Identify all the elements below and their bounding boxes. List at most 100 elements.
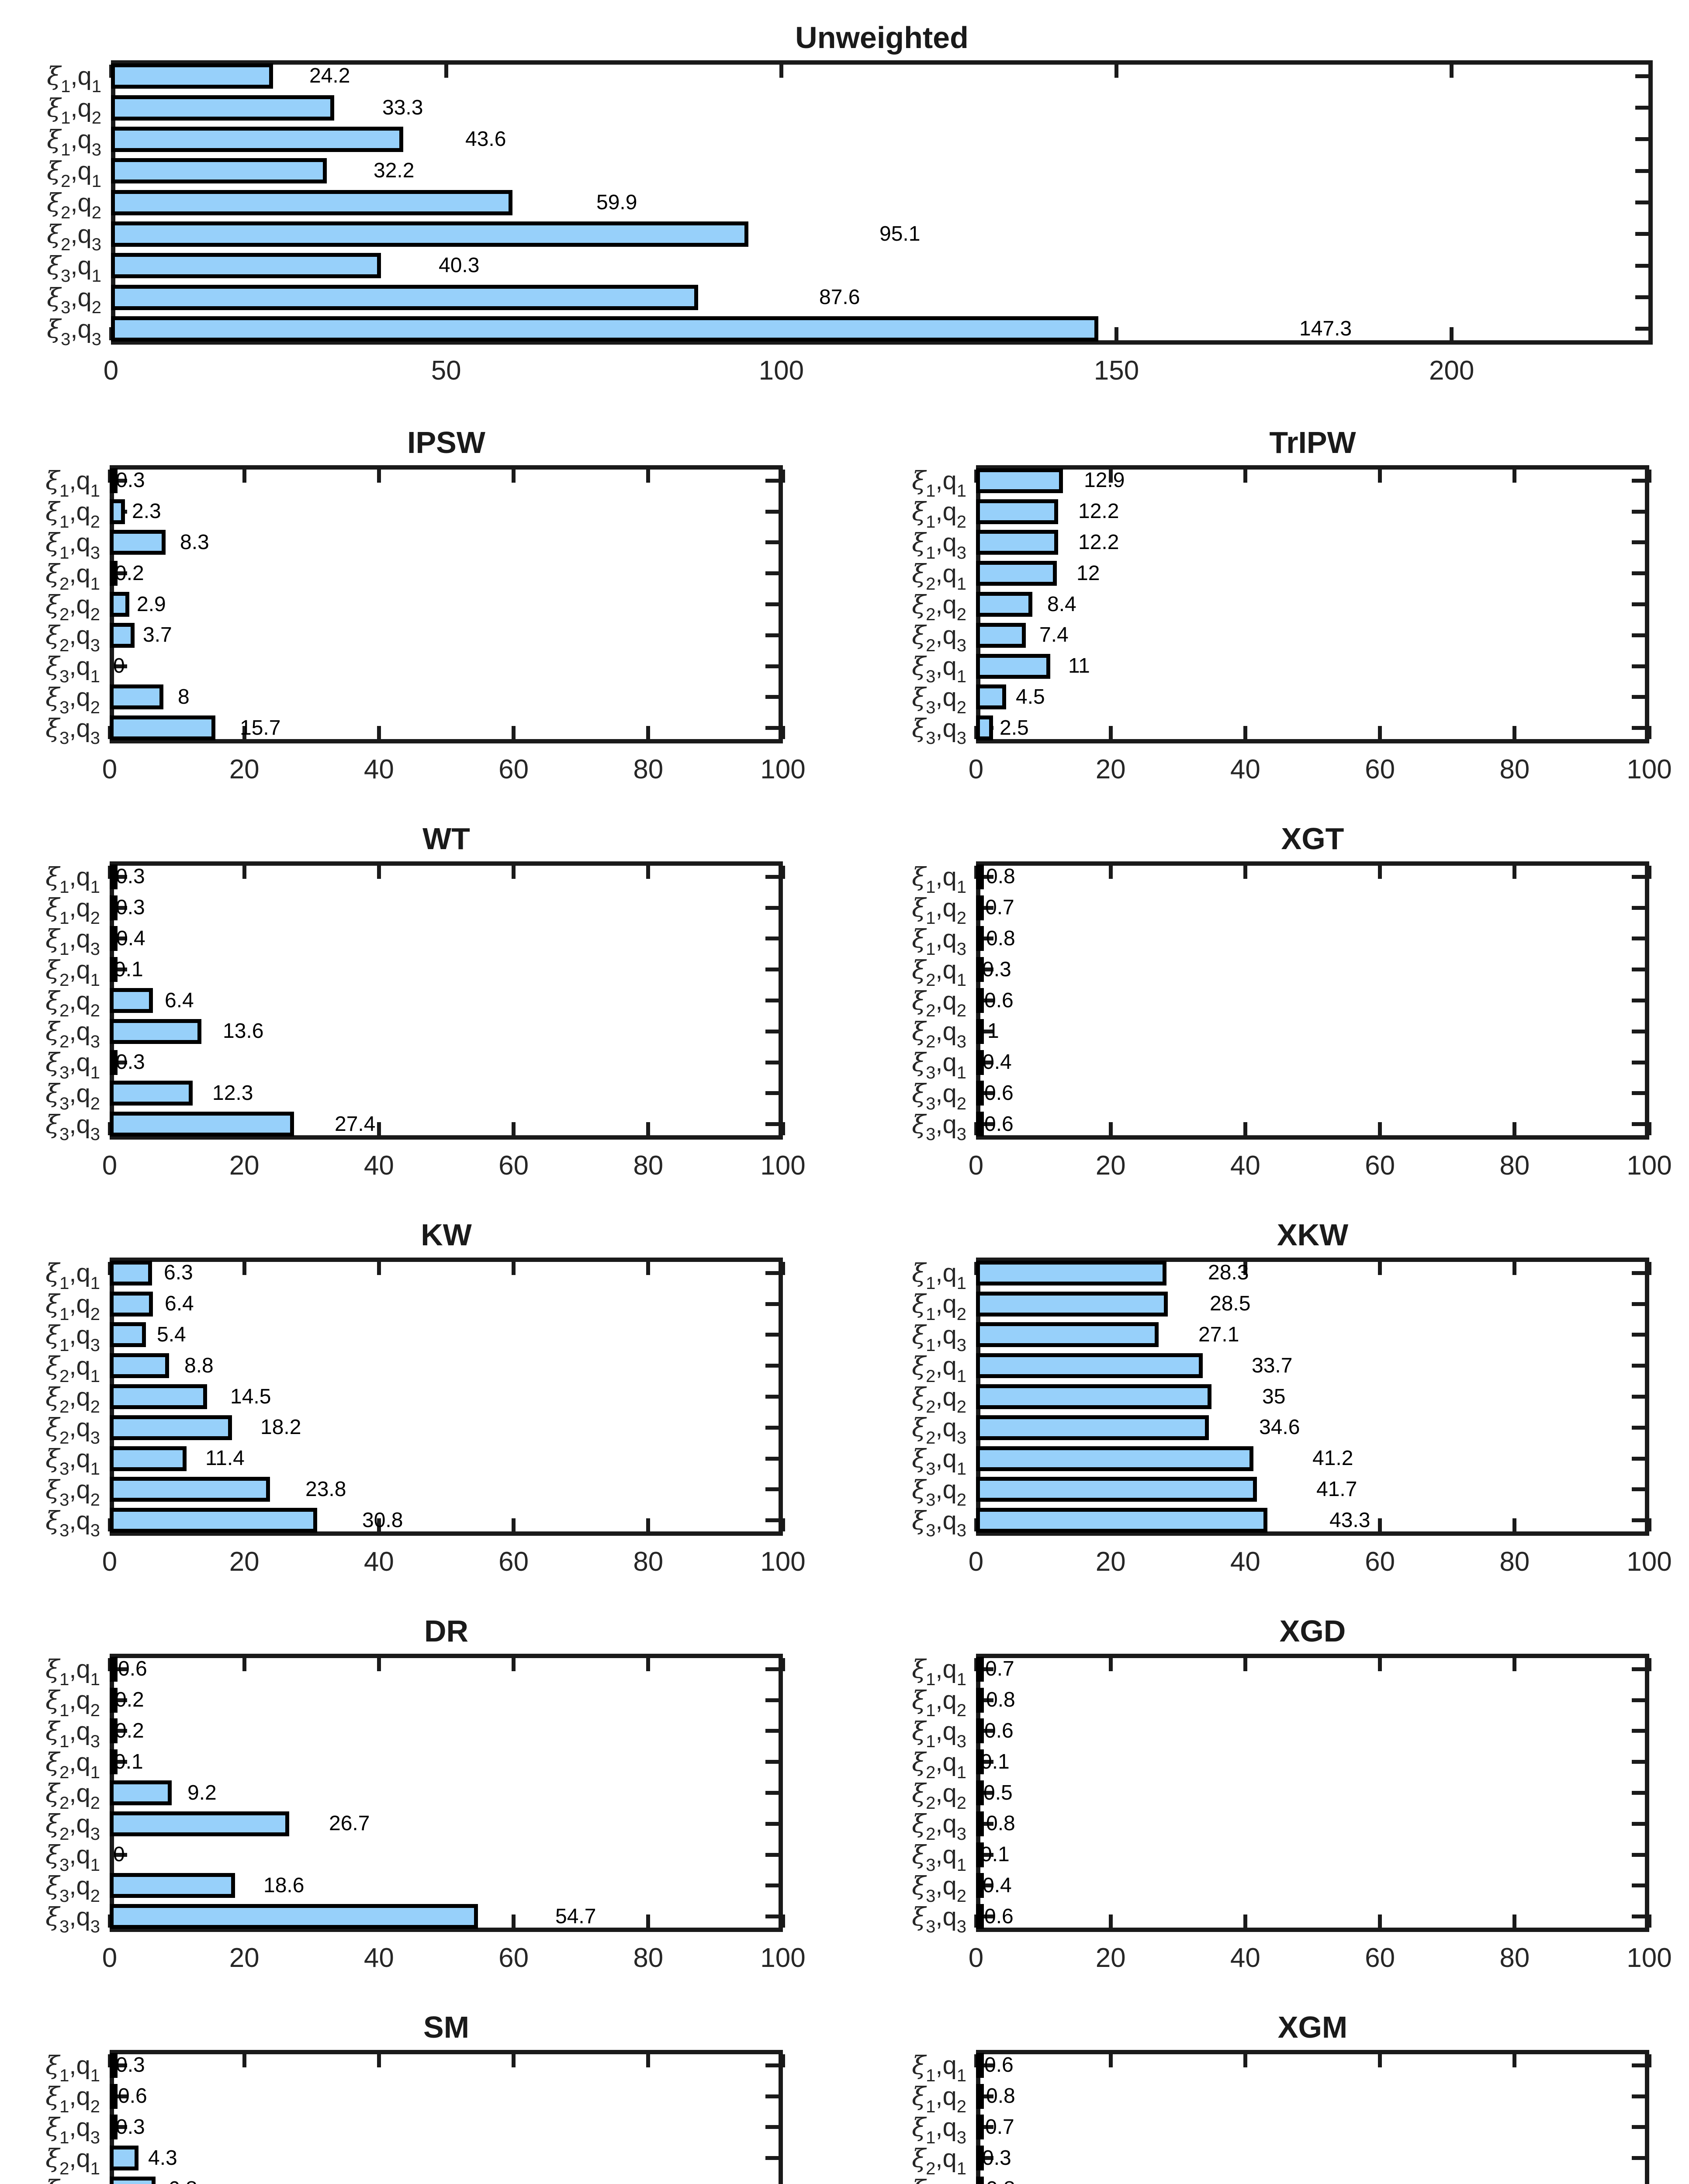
xi-subscript: 1 <box>59 481 69 501</box>
xi-symbol: ξ <box>912 2143 926 2173</box>
value-label: 0.2 <box>115 562 144 585</box>
xi-symbol: ξ <box>912 1078 926 1108</box>
x-tick-mark <box>1108 1914 1113 1928</box>
chart-title: SM <box>423 2010 469 2044</box>
y-tick-mark <box>765 1091 779 1095</box>
x-tick-label: 20 <box>229 754 260 784</box>
xi-subscript: 3 <box>926 1521 936 1541</box>
value-label: 15.7 <box>240 716 281 740</box>
q-subscript: 2 <box>90 1001 100 1021</box>
xi-symbol: ξ <box>45 466 60 496</box>
q-subscript: 2 <box>956 1304 966 1324</box>
value-label: 33.3 <box>382 96 423 119</box>
y-tick-mark <box>765 968 779 972</box>
y-tick-mark <box>1632 2094 1645 2098</box>
y-tick-mark <box>114 2063 127 2067</box>
y-tick-mark <box>765 1029 779 1033</box>
value-label: 0.8 <box>986 865 1015 888</box>
y-tick-mark <box>765 905 779 910</box>
value-label: 8 <box>178 685 190 708</box>
value-label: 8.8 <box>184 1354 214 1377</box>
bar <box>976 1718 984 1743</box>
bar <box>110 1446 187 1471</box>
x-tick-mark <box>1647 1122 1651 1135</box>
xi-subscript: 2 <box>59 1001 69 1021</box>
xi-subscript: 2 <box>926 1032 936 1052</box>
bar <box>976 2115 984 2139</box>
value-label: 18.2 <box>260 1416 301 1439</box>
xi-symbol: ξ <box>912 2050 926 2080</box>
x-tick-mark <box>1647 866 1651 879</box>
x-tick-mark <box>646 2054 651 2067</box>
y-tick-mark <box>1632 1487 1645 1492</box>
xi-subscript: 3 <box>926 698 936 717</box>
value-label: 6.4 <box>165 989 194 1012</box>
y-tick-mark <box>1632 1302 1645 1306</box>
bar <box>976 1780 984 1805</box>
value-label: 0.1 <box>114 958 143 981</box>
x-tick-label: 40 <box>1230 1547 1260 1577</box>
x-tick-mark <box>781 470 785 483</box>
xi-symbol: ξ <box>45 1351 60 1381</box>
y-tick-mark <box>765 1729 779 1733</box>
bar <box>976 1749 984 1774</box>
y-tick-mark <box>1632 1821 1645 1826</box>
bar <box>111 221 748 247</box>
chart-title: TrIPW <box>1269 425 1356 460</box>
value-label: 30.8 <box>362 1509 403 1532</box>
xi-symbol: ξ <box>45 1747 60 1777</box>
xi-symbol: ξ <box>45 1654 60 1684</box>
x-tick-label: 60 <box>498 1151 529 1181</box>
value-label: 0.3 <box>116 469 145 492</box>
xi-symbol: ξ <box>45 1901 60 1932</box>
y-category-label: ξ2,q2 <box>45 589 100 625</box>
q-subscript: 3 <box>90 543 100 563</box>
x-tick-mark <box>242 1262 246 1275</box>
xi-symbol: ξ <box>45 1809 60 1839</box>
q-subscript: 2 <box>90 512 100 532</box>
xi-subscript: 3 <box>59 1459 69 1479</box>
q-subscript: 1 <box>956 481 966 501</box>
xi-symbol: ξ <box>45 1382 60 1412</box>
xi-symbol: ξ <box>45 2081 60 2111</box>
x-tick-mark <box>646 1262 651 1275</box>
y-tick-mark <box>1635 74 1648 78</box>
bar <box>110 1353 169 1378</box>
y-tick-mark <box>765 1852 779 1857</box>
value-label: 27.4 <box>335 1113 376 1136</box>
plot-area <box>110 2050 783 2184</box>
y-category-label: ξ2,q1 <box>45 2143 100 2178</box>
y-category-label: ξ1,q2 <box>45 2081 100 2116</box>
x-tick-label: 80 <box>1499 1151 1530 1181</box>
q-subscript: 3 <box>956 939 966 959</box>
y-tick-mark <box>765 999 779 1002</box>
value-label: 0.3 <box>116 2053 145 2077</box>
y-tick-mark <box>765 1760 779 1764</box>
x-tick-mark <box>1243 1658 1247 1671</box>
xi-symbol: ξ <box>47 156 61 186</box>
bar <box>110 684 163 709</box>
y-tick-mark <box>1632 1333 1645 1337</box>
x-tick-mark <box>1647 726 1651 739</box>
xi-symbol: ξ <box>912 682 926 712</box>
value-label: 0.8 <box>986 2176 1015 2184</box>
x-tick-mark <box>242 2054 246 2067</box>
x-tick-mark <box>1647 1914 1651 1928</box>
y-tick-mark <box>765 1518 779 1523</box>
q-subscript: 1 <box>90 1063 100 1082</box>
value-label: 12 <box>1076 562 1100 585</box>
x-tick-label: 100 <box>1627 754 1672 784</box>
value-label: 28.3 <box>1208 1261 1249 1284</box>
x-tick-label: 20 <box>1095 1943 1126 1973</box>
chart-title: XGT <box>1281 822 1344 856</box>
q-subscript: 2 <box>90 1094 100 1113</box>
value-label: 0.3 <box>116 896 145 919</box>
x-tick-mark <box>512 1262 516 1275</box>
xi-subscript: 1 <box>59 1274 69 1293</box>
xi-symbol: ξ <box>912 1351 926 1381</box>
xi-symbol: ξ <box>912 1047 926 1078</box>
x-tick-mark <box>781 866 785 879</box>
y-tick-mark <box>114 1060 127 1064</box>
x-tick-label: 20 <box>229 1151 260 1181</box>
x-tick-mark <box>1243 1122 1247 1135</box>
